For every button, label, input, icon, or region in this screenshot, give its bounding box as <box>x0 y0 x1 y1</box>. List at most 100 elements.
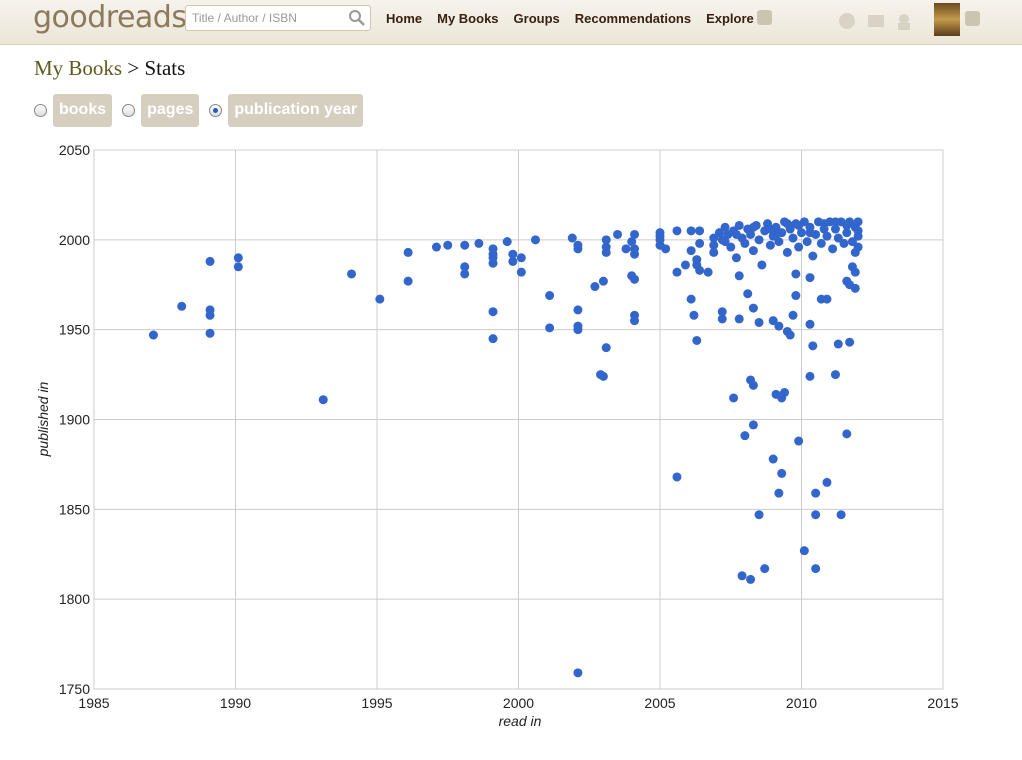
point <box>488 334 498 344</box>
point <box>847 237 857 247</box>
x-tick-label: 1995 <box>361 695 392 711</box>
breadcrumb: My Books > Stats <box>34 56 185 81</box>
radio[interactable] <box>209 104 223 117</box>
point <box>845 337 855 347</box>
option[interactable]: publication year <box>209 94 364 127</box>
point <box>782 326 792 336</box>
point <box>811 229 821 239</box>
point <box>842 276 852 286</box>
point <box>680 260 690 270</box>
point <box>808 251 818 261</box>
point <box>805 222 815 232</box>
point <box>794 242 804 252</box>
avatar[interactable] <box>934 3 960 36</box>
point <box>839 238 849 248</box>
point <box>737 233 747 243</box>
y-tick-label: 1850 <box>59 501 90 517</box>
nav-item[interactable]: Explore <box>706 11 754 26</box>
point <box>516 267 526 277</box>
point <box>782 247 792 257</box>
point <box>601 242 611 252</box>
radio[interactable] <box>34 104 47 117</box>
option[interactable]: books <box>34 94 113 127</box>
point <box>672 226 682 236</box>
point <box>403 276 413 286</box>
point <box>692 335 702 345</box>
point <box>805 319 815 329</box>
point <box>516 253 526 263</box>
point <box>748 303 758 313</box>
point <box>811 488 821 498</box>
point <box>709 247 719 257</box>
point <box>785 330 795 340</box>
point <box>780 388 790 398</box>
point <box>598 371 608 381</box>
point <box>720 237 730 247</box>
point <box>613 229 623 239</box>
nav-item[interactable]: Recommendations <box>574 11 692 26</box>
point <box>850 247 860 257</box>
search-icon[interactable] <box>348 9 366 27</box>
y-tick-label: 1800 <box>59 591 90 607</box>
point <box>431 242 441 252</box>
point <box>567 233 577 243</box>
point <box>573 305 583 315</box>
point <box>797 228 806 238</box>
point <box>822 231 832 241</box>
point <box>726 242 736 252</box>
point <box>836 217 846 227</box>
point <box>774 488 784 498</box>
point <box>601 247 611 257</box>
y-tick-label: 1900 <box>59 412 90 428</box>
dropdown-arrow[interactable] <box>757 10 772 25</box>
breadcrumb-link[interactable]: My Books <box>34 56 123 80</box>
option-label[interactable]: publication year <box>228 94 364 127</box>
y-axis-label: published in <box>35 381 51 457</box>
search-box[interactable]: Title / Author / ISBN <box>185 5 371 31</box>
point <box>460 269 470 279</box>
point <box>748 420 758 430</box>
point <box>760 226 770 236</box>
profile-dropdown[interactable] <box>965 11 980 26</box>
search-placeholder: Title / Author / ISBN <box>192 11 297 25</box>
point <box>794 436 804 446</box>
point <box>751 220 761 230</box>
header: goodreads Title / Author / ISBN Home My B… <box>0 0 1022 45</box>
point <box>847 262 857 272</box>
point <box>717 314 727 324</box>
option[interactable]: pages <box>122 94 200 127</box>
point <box>695 238 705 248</box>
point <box>754 510 764 520</box>
point <box>760 564 770 574</box>
point <box>774 237 784 247</box>
point <box>723 229 733 239</box>
nav-item[interactable]: Home <box>386 11 423 26</box>
option-label[interactable]: books <box>53 94 113 127</box>
point <box>720 222 730 232</box>
radio[interactable] <box>122 104 136 117</box>
point <box>703 267 713 277</box>
point <box>502 237 512 247</box>
point <box>830 224 840 234</box>
nav-item[interactable]: My Books <box>437 11 499 26</box>
point <box>816 294 826 304</box>
point <box>443 240 453 250</box>
point <box>573 325 583 335</box>
point <box>177 301 187 311</box>
point <box>630 244 640 254</box>
y-tick-label: 1750 <box>59 681 90 697</box>
point <box>816 238 826 248</box>
nav-item[interactable]: Groups <box>513 11 560 26</box>
point <box>845 280 855 290</box>
point <box>508 249 518 259</box>
point <box>771 229 781 239</box>
point <box>850 283 860 293</box>
point <box>791 291 801 301</box>
logo[interactable]: goodreads <box>33 0 187 35</box>
point <box>205 328 215 338</box>
header-icons <box>839 13 910 30</box>
point <box>748 222 758 232</box>
option-label[interactable]: pages <box>141 94 200 127</box>
point <box>771 389 781 399</box>
point <box>689 310 699 320</box>
